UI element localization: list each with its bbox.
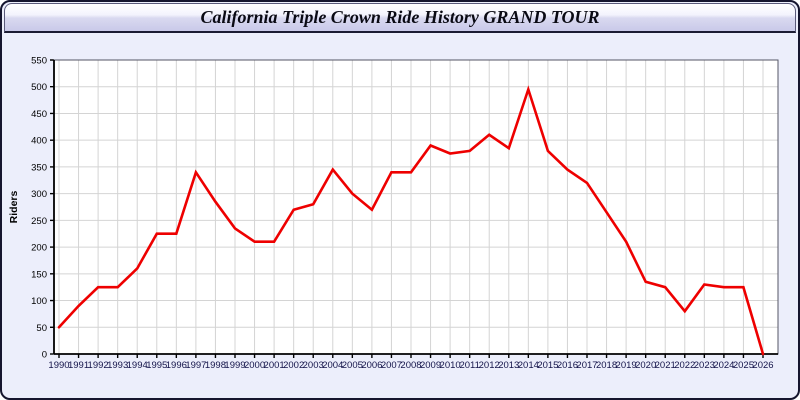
y-tick-label: 250 bbox=[31, 216, 47, 227]
x-tick-label: 2021 bbox=[655, 360, 676, 371]
x-tick-label: 2007 bbox=[381, 360, 402, 371]
x-tick-label: 2023 bbox=[694, 360, 715, 371]
y-tick-label: 200 bbox=[31, 243, 47, 254]
x-tick-label: 1999 bbox=[224, 360, 245, 371]
x-tick-label: 2022 bbox=[674, 360, 695, 371]
y-tick-label: 400 bbox=[31, 136, 47, 147]
y-tick-label: 550 bbox=[31, 56, 47, 67]
x-tick-label: 2000 bbox=[244, 360, 265, 371]
riders-axis-label: Riders bbox=[8, 191, 20, 224]
x-tick-label: 2015 bbox=[537, 360, 558, 371]
y-tick-label: 0 bbox=[42, 350, 47, 361]
x-tick-label: 2018 bbox=[596, 360, 617, 371]
x-tick-label: 2016 bbox=[557, 360, 578, 371]
x-tick-label: 1997 bbox=[185, 360, 206, 371]
x-tick-label: 2014 bbox=[518, 360, 539, 371]
x-tick-label: 1994 bbox=[127, 360, 148, 371]
x-tick-label: 2025 bbox=[733, 360, 754, 371]
x-tick-label: 2010 bbox=[440, 360, 461, 371]
x-tick-label: 2024 bbox=[713, 360, 734, 371]
x-tick-label: 2008 bbox=[400, 360, 421, 371]
x-tick-label: 2006 bbox=[361, 360, 382, 371]
x-tick-label: 2013 bbox=[498, 360, 519, 371]
x-tick-label: 1996 bbox=[166, 360, 187, 371]
x-tick-label: 2026 bbox=[752, 360, 773, 371]
x-tick-label: 2003 bbox=[303, 360, 324, 371]
x-tick-label: 2012 bbox=[479, 360, 500, 371]
x-tick-label: 2011 bbox=[459, 360, 479, 371]
page-title: California Triple Crown Ride History GRA… bbox=[200, 7, 600, 27]
title-bar: California Triple Crown Ride History GRA… bbox=[4, 3, 796, 33]
x-tick-label: 1991 bbox=[68, 360, 89, 371]
x-tick-label: 2004 bbox=[322, 360, 343, 371]
y-tick-label: 500 bbox=[31, 82, 47, 93]
riders-data-line bbox=[57, 85, 765, 356]
x-tick-label: 2020 bbox=[635, 360, 656, 371]
y-tick-label: 50 bbox=[36, 323, 47, 334]
x-tick-label: 1992 bbox=[88, 360, 109, 371]
x-tick-label: 2009 bbox=[420, 360, 441, 371]
y-tick-label: 350 bbox=[31, 162, 47, 173]
y-tick-label: 450 bbox=[31, 109, 47, 120]
x-tick-label: 2002 bbox=[283, 360, 304, 371]
x-tick-label: 1993 bbox=[107, 360, 128, 371]
x-tick-label: 1995 bbox=[146, 360, 167, 371]
x-tick-label: 2017 bbox=[576, 360, 597, 371]
x-tick-label: 1990 bbox=[48, 360, 69, 371]
x-tick-label: 2019 bbox=[616, 360, 637, 371]
x-tick-label: 1998 bbox=[205, 360, 226, 371]
x-tick-label: 2005 bbox=[342, 360, 363, 371]
y-tick-label: 300 bbox=[31, 189, 47, 200]
y-tick-label: 150 bbox=[31, 269, 47, 280]
x-tick-label: 2001 bbox=[264, 360, 285, 371]
y-tick-label: 100 bbox=[31, 296, 47, 307]
plot-background bbox=[54, 60, 778, 354]
